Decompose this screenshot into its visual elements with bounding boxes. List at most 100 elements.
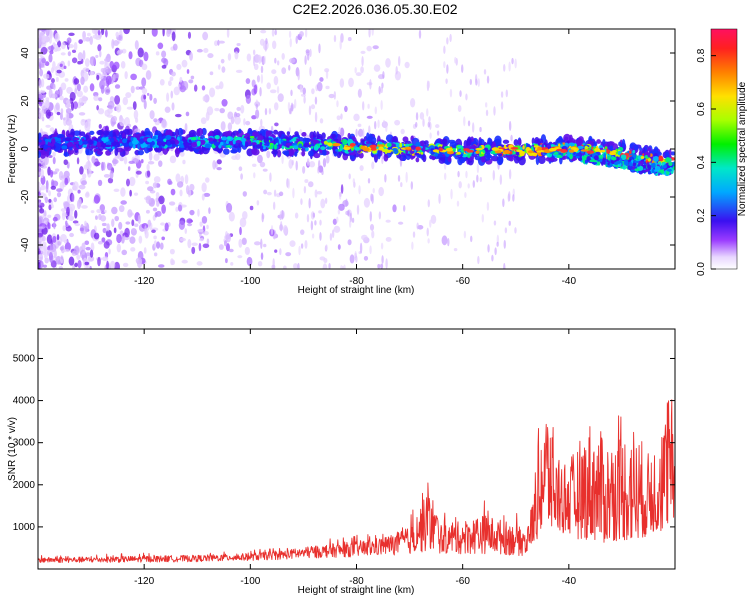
spectrogram-speckle [373, 64, 381, 72]
spectrogram-speckle [361, 56, 364, 67]
spectrogram-speckle [74, 223, 81, 227]
spectrogram-band-cell [229, 140, 233, 146]
spectrogram-speckle [38, 29, 41, 32]
spectrogram-speckle [186, 69, 190, 74]
spectrogram-band-cell [340, 143, 343, 149]
spectrogram-band-cell [146, 137, 153, 143]
spectrogram-speckle [68, 32, 75, 37]
spectrogram-speckle [511, 57, 514, 65]
spectrogram-speckle [97, 44, 102, 52]
spectrogram-hotspot [415, 146, 421, 151]
spectrogram-band-cell [438, 156, 446, 164]
spectrogram-speckle [204, 177, 210, 183]
spectrogram-speckle [176, 63, 182, 70]
spectrogram-speckle [146, 163, 150, 171]
spectrogram-band-cell [232, 139, 236, 145]
spectrogram-speckle [214, 162, 218, 168]
spectrogram-speckle [260, 238, 263, 250]
spectrogram-speckle [93, 194, 101, 204]
spectrogram-band-cell [383, 153, 389, 162]
spectrogram-band-cell [312, 130, 317, 140]
spectrogram-speckle [143, 100, 147, 110]
spectrogram-speckle [137, 47, 144, 58]
spectrogram-speckle [412, 231, 416, 238]
spectrogram-speckle [84, 58, 90, 68]
spectrogram-speckle [314, 189, 318, 198]
spectrogram-speckle [125, 92, 132, 99]
spectrogram-hotspot [503, 149, 511, 155]
spectrogram-speckle [266, 82, 271, 90]
spectrogram-speckle [236, 42, 241, 47]
spectrogram-band-cell [354, 147, 361, 151]
spectrogram-band-cell [508, 155, 514, 162]
spectrogram-speckle [199, 221, 203, 227]
spectrogram-band-cell [292, 145, 299, 149]
spectrogram-speckle [355, 72, 362, 77]
spectrogram-speckle [234, 115, 241, 125]
spectrogram-speckle [257, 154, 263, 164]
spectrogram-speckle [322, 157, 327, 168]
spectrogram-hotspot [594, 147, 601, 152]
spectrogram-speckle [147, 219, 152, 227]
spectrogram-speckle [289, 57, 296, 64]
spectrogram-band-cell [615, 148, 619, 155]
spectrogram-speckle [274, 29, 277, 36]
spectrogram-band-cell [174, 139, 180, 145]
spectrogram-band-cell [276, 149, 282, 158]
spectrogram-hotspot [349, 142, 356, 147]
spectrogram-speckle [153, 118, 158, 123]
spectrogram-speckle [429, 219, 432, 228]
spectrogram-speckle [164, 222, 169, 232]
spectrogram-speckle [276, 86, 280, 94]
spectrogram-band-cell [175, 147, 180, 158]
spectrogram-hotspot [362, 147, 370, 152]
spectrogram-band-cell [618, 141, 622, 147]
spectrogram-speckle [274, 249, 278, 253]
spectrogram-speckle [158, 195, 165, 205]
spectrogram-speckle [52, 42, 56, 47]
spectrogram-band-cell [386, 142, 392, 148]
spectrogram-hotspot [466, 149, 474, 153]
spectrogram-speckle [63, 249, 70, 253]
spectrogram-band-cell [38, 150, 41, 159]
spectrogram-speckle [123, 29, 130, 35]
spectrogram-speckle [113, 61, 120, 70]
spectrogram-speckle [514, 227, 517, 234]
spectrogram-band-cell [39, 149, 47, 159]
spectrogram-speckle [287, 178, 290, 189]
spectrogram-band-cell [637, 164, 640, 167]
spectrogram-band-cell [130, 136, 134, 142]
spectrogram-speckle [97, 108, 105, 115]
spectrogram-speckle [128, 160, 135, 165]
spectrogram-speckle [70, 101, 75, 111]
spectrogram-speckle [230, 261, 234, 266]
spectrogram-speckle [486, 201, 490, 212]
spectrogram-speckle [295, 35, 298, 45]
spectrogram-speckle [191, 242, 198, 246]
y-tick-label: -40 [20, 237, 31, 252]
spectrogram-speckle [252, 163, 257, 167]
spectrogram-speckle [56, 234, 60, 241]
spectrogram-band-cell [204, 143, 211, 149]
spectrogram-speckle [187, 223, 193, 227]
spectrogram-speckle [479, 176, 483, 183]
spectrogram-speckle [314, 96, 318, 105]
spectrogram-speckle [38, 261, 41, 269]
spectrogram-speckle [89, 56, 96, 66]
spectrogram-band-cell [414, 152, 420, 156]
spectrogram-speckle [447, 237, 450, 247]
spectrogram-band-cell [589, 159, 595, 163]
spectrogram-speckle [145, 180, 150, 185]
spectrogram-speckle [128, 51, 133, 60]
spectrogram-speckle [39, 29, 47, 32]
spectrogram-speckle [48, 190, 51, 197]
spectrogram-band-cell [251, 147, 258, 155]
spectrogram-speckle [312, 212, 316, 218]
spectrogram-speckle [151, 29, 158, 37]
spectrogram-band-cell [61, 145, 68, 150]
spectrogram-band-cell [498, 155, 504, 165]
spectrogram-speckle [115, 72, 120, 79]
spectrogram-speckle [503, 63, 506, 72]
spectrogram-speckle [38, 226, 45, 230]
